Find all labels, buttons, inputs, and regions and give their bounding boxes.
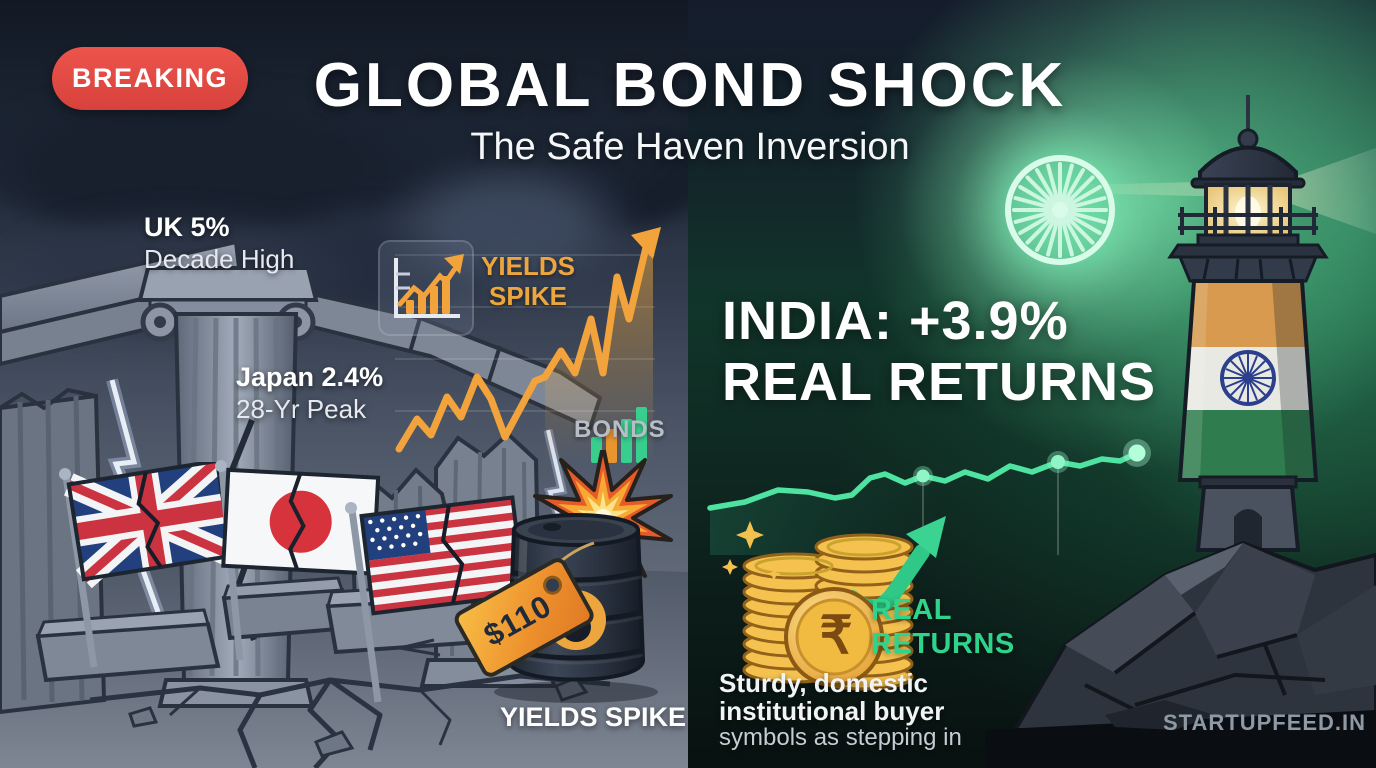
ashoka-chakra-icon xyxy=(1005,155,1115,265)
caption-line-1: Sturdy, domestic xyxy=(719,668,929,698)
real-returns-chart xyxy=(707,439,1151,555)
chart-growth-icon xyxy=(378,240,474,336)
caption-line-3: symbols as stepping in xyxy=(719,724,962,751)
gallery-railing xyxy=(1178,207,1318,235)
caption-line-2: institutional buyer xyxy=(719,696,945,726)
india-headline-label: REAL RETURNS xyxy=(722,352,1157,412)
us-flag-cracked xyxy=(345,495,527,703)
yields-spike-label: YIELDS SPIKE xyxy=(481,251,575,311)
uk-stat-value: UK 5% xyxy=(144,212,230,242)
uk-flag-cracked xyxy=(59,462,231,668)
real-returns-label-1: REAL xyxy=(871,594,952,626)
real-returns-label-2: RETURNS xyxy=(871,628,1015,660)
yields-spike-chart xyxy=(395,227,661,463)
page-subtitle: The Safe Haven Inversion xyxy=(470,126,910,168)
page-title: GLOBAL BOND SHOCK xyxy=(313,51,1067,120)
japan-stat-value: Japan 2.4% xyxy=(236,362,384,392)
yields-spike-caption: YIELDS SPIKE xyxy=(499,702,687,732)
rocky-cliff xyxy=(985,540,1376,768)
chart-data-points xyxy=(913,439,1151,486)
india-headline-value: INDIA: +3.9% xyxy=(722,291,1069,351)
india-lighthouse xyxy=(1167,95,1329,552)
breaking-badge: BREAKING xyxy=(52,47,248,110)
bonds-label: BONDS xyxy=(574,416,666,443)
breaking-badge-label: BREAKING xyxy=(71,63,228,93)
uk-stat-label: Decade High xyxy=(144,244,295,274)
rupee-symbol: ₹ xyxy=(819,607,853,665)
watermark: STARTUPFEED.IN xyxy=(1163,710,1367,735)
sparkle-icons xyxy=(722,521,781,581)
japan-stat-label: 28-Yr Peak xyxy=(236,394,367,424)
rupee-coin-icon xyxy=(784,587,884,687)
flag-chakra-emblem xyxy=(1220,350,1276,406)
